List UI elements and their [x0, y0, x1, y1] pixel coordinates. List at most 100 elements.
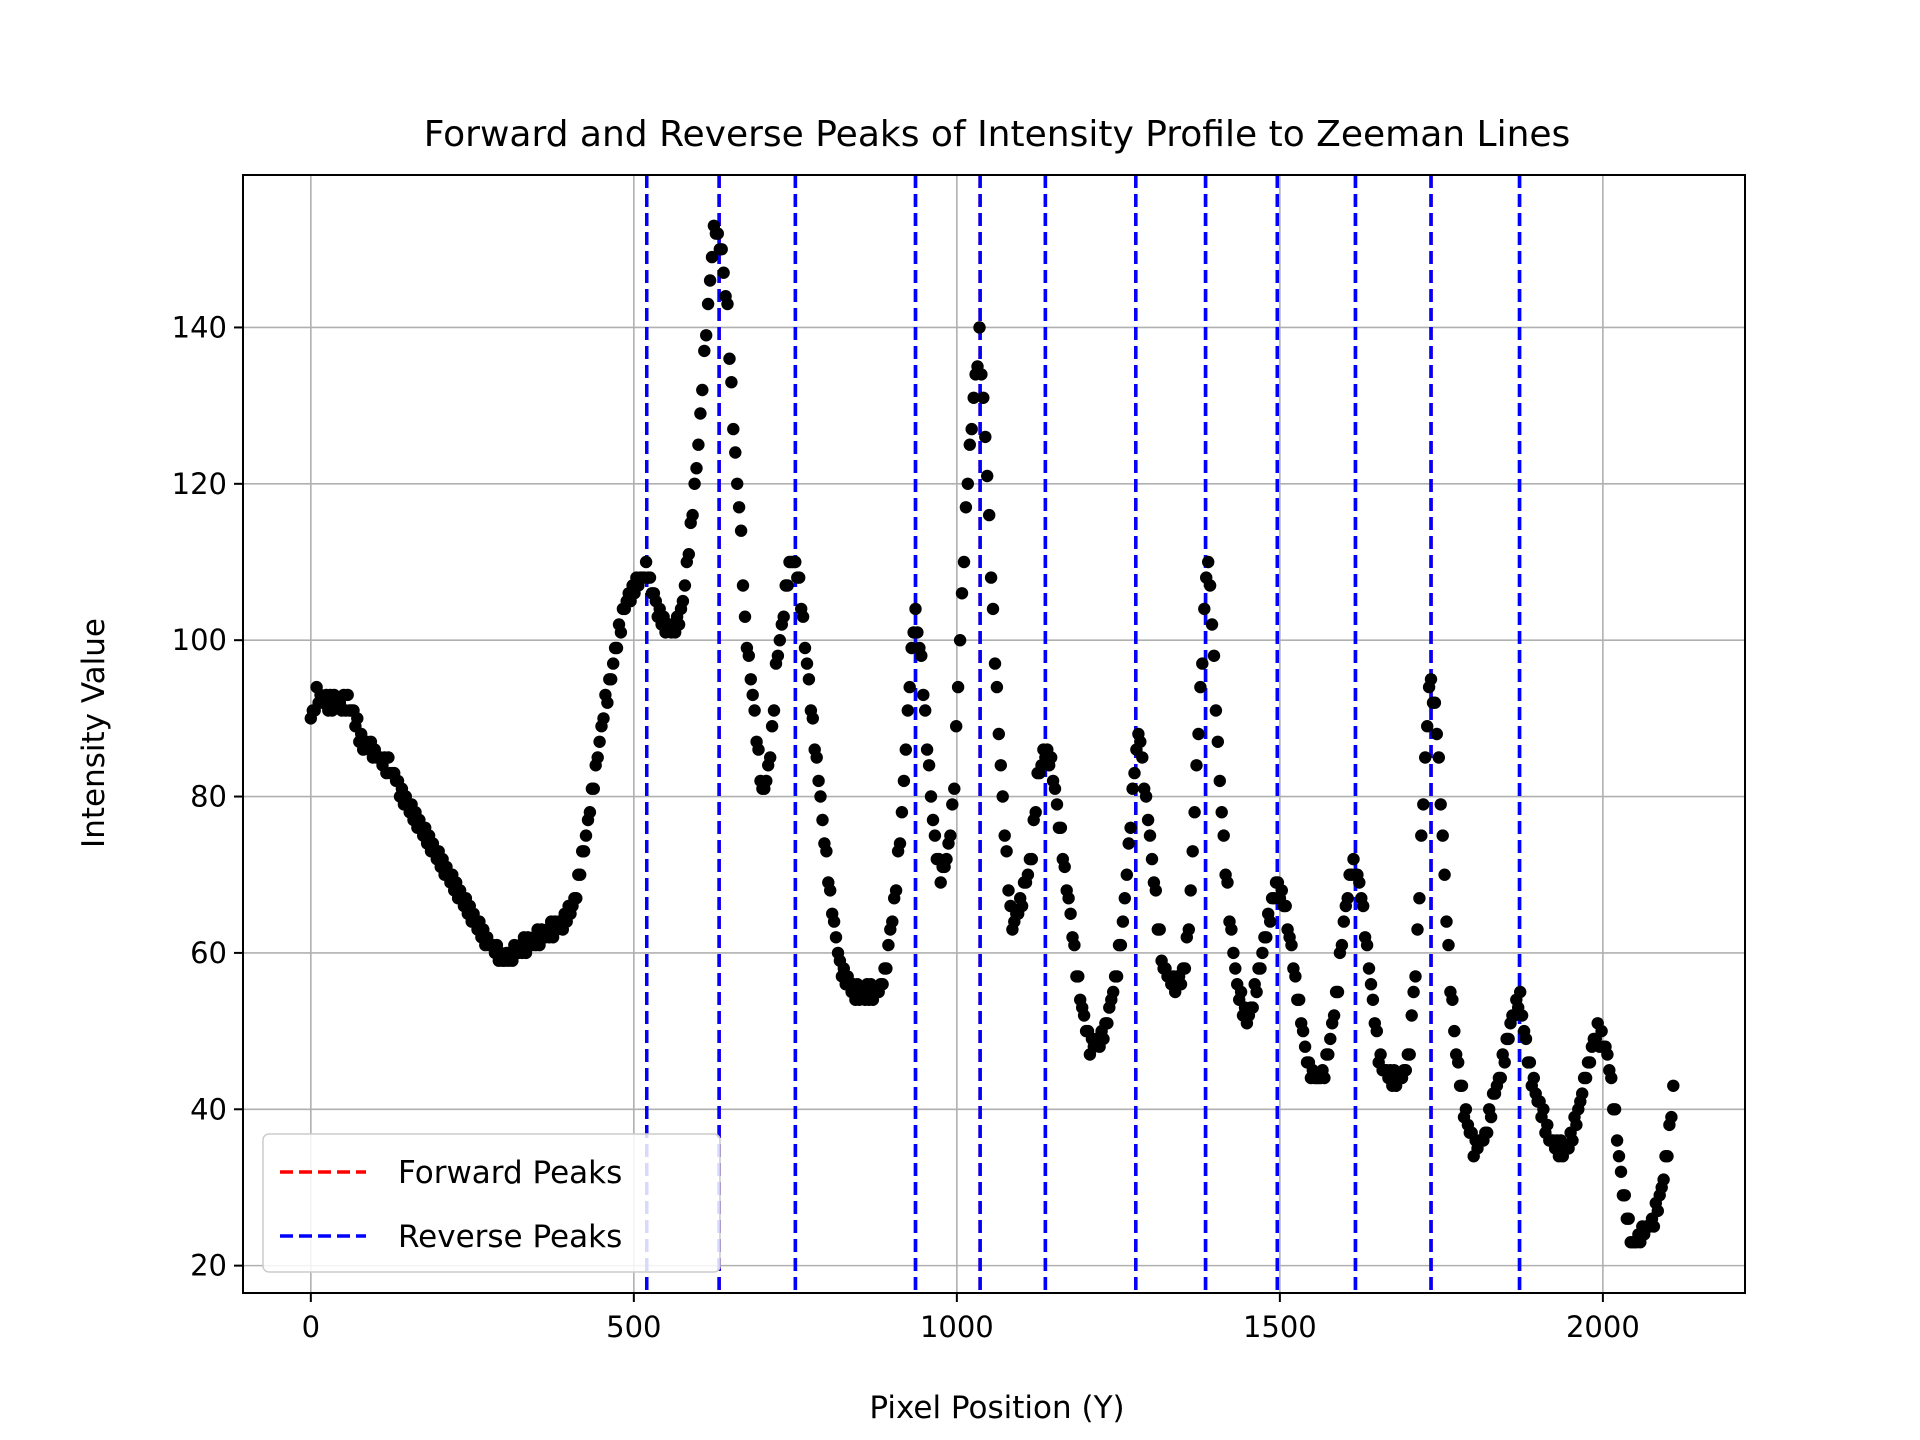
- data-point: [1213, 774, 1227, 788]
- data-point: [382, 751, 395, 764]
- data-point: [1058, 860, 1071, 874]
- data-point: [1661, 1150, 1674, 1163]
- data-point: [1225, 923, 1238, 936]
- data-point: [593, 735, 606, 748]
- data-point: [731, 477, 744, 490]
- data-point: [1519, 1032, 1533, 1046]
- data-point: [1045, 751, 1058, 764]
- data-point: [639, 555, 653, 569]
- data-point: [577, 845, 591, 858]
- data-point: [351, 712, 364, 725]
- data-point: [1341, 892, 1354, 905]
- data-point: [781, 579, 794, 592]
- data-point: [1029, 806, 1042, 819]
- data-point: [1134, 735, 1147, 748]
- data-point: [1209, 704, 1223, 717]
- data-point: [1452, 1056, 1465, 1069]
- data-point: [765, 720, 779, 733]
- data-point: [1514, 985, 1527, 999]
- data-point: [948, 782, 961, 795]
- data-point: [744, 673, 757, 686]
- data-point: [725, 376, 738, 389]
- data-point: [1062, 892, 1075, 905]
- data-point: [1211, 735, 1225, 748]
- data-point: [1331, 985, 1345, 999]
- data-point: [1250, 985, 1263, 999]
- data-point: [1484, 1110, 1498, 1124]
- plot-frame: [242, 174, 1746, 1294]
- data-point: [1576, 1087, 1589, 1100]
- data-point: [796, 610, 810, 623]
- y-tick-label: 40: [190, 1092, 227, 1126]
- data-point: [1366, 993, 1380, 1006]
- data-point: [1000, 845, 1013, 858]
- data-point: [950, 720, 963, 733]
- data-point: [711, 227, 724, 240]
- data-point: [899, 743, 912, 756]
- data-point: [676, 594, 690, 608]
- data-point: [752, 743, 765, 756]
- x-tick-label: 0: [302, 1310, 320, 1344]
- data-point: [994, 759, 1007, 772]
- data-point: [1417, 798, 1430, 811]
- data-point: [895, 806, 909, 819]
- data-point: [736, 579, 750, 592]
- data-point: [692, 438, 705, 451]
- data-point: [1192, 727, 1205, 741]
- data-point: [1421, 720, 1434, 733]
- data-point: [1215, 806, 1228, 819]
- data-point: [961, 477, 974, 490]
- data-point: [1025, 852, 1039, 866]
- intensity-points: [304, 219, 1680, 1249]
- data-point: [1579, 1071, 1593, 1085]
- data-point: [703, 274, 717, 287]
- data-point: [1601, 1048, 1614, 1061]
- data-point: [1651, 1204, 1665, 1218]
- x-tick-label: 1500: [1243, 1310, 1317, 1344]
- data-point: [1234, 985, 1248, 999]
- data-point: [1357, 899, 1370, 913]
- data-point: [827, 915, 841, 928]
- data-point: [963, 438, 976, 451]
- data-point: [682, 548, 695, 561]
- data-point: [1293, 993, 1306, 1006]
- data-point: [1364, 978, 1378, 991]
- data-point: [1205, 618, 1219, 631]
- y-tick-label: 100: [172, 623, 227, 657]
- data-point: [1566, 1134, 1579, 1147]
- data-point: [698, 344, 711, 358]
- data-point: [975, 368, 988, 381]
- data-point: [1190, 759, 1203, 772]
- data-point: [1122, 837, 1135, 850]
- data-point: [1442, 938, 1455, 952]
- data-point: [1110, 970, 1124, 983]
- data-point: [928, 829, 942, 842]
- data-point: [1141, 813, 1155, 827]
- data-point: [880, 962, 893, 975]
- data-point: [1570, 1118, 1583, 1132]
- data-point: [1279, 899, 1292, 913]
- data-point: [607, 657, 620, 670]
- legend: Forward Peaks Reverse Peaks: [262, 1133, 721, 1273]
- data-point: [1254, 962, 1267, 975]
- data-point: [800, 657, 814, 670]
- data-point: [700, 329, 713, 342]
- data-point: [591, 751, 604, 764]
- data-point: [1324, 1032, 1337, 1046]
- data-point: [1136, 751, 1149, 764]
- data-point: [1256, 946, 1269, 960]
- data-point: [967, 391, 980, 404]
- data-point: [1608, 1103, 1622, 1116]
- data-point: [705, 250, 719, 264]
- y-tick-label: 120: [172, 467, 227, 501]
- data-point: [984, 571, 998, 584]
- data-point: [1515, 1009, 1529, 1022]
- data-point: [901, 704, 914, 717]
- data-point: [1275, 884, 1289, 897]
- y-tick-label: 60: [190, 936, 227, 970]
- data-point: [812, 774, 825, 788]
- data-point: [746, 688, 759, 702]
- data-point: [734, 524, 748, 537]
- data-point: [1126, 782, 1139, 795]
- data-point: [1403, 1048, 1416, 1061]
